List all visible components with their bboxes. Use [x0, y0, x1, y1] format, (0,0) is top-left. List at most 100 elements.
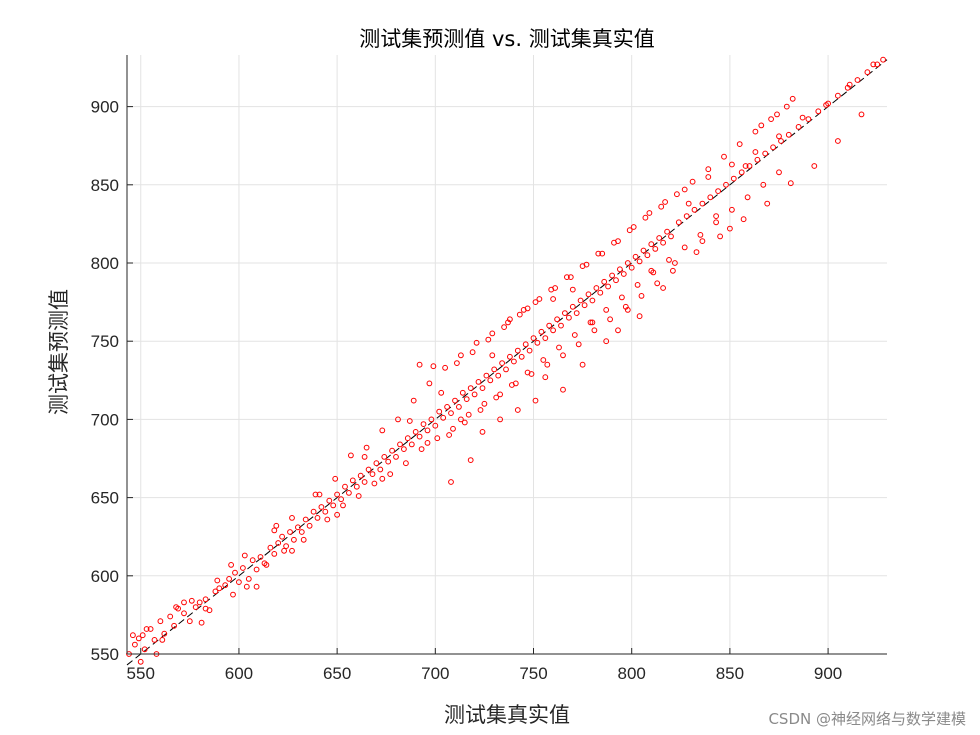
data-point: [426, 380, 433, 387]
data-point: [721, 153, 727, 160]
data-point: [316, 491, 323, 498]
data-point: [448, 479, 454, 485]
data-point: [799, 114, 806, 121]
data-point: [159, 637, 166, 643]
data-point: [240, 565, 246, 571]
data-point: [291, 536, 297, 543]
data-point: [461, 419, 468, 426]
data-point: [481, 400, 488, 407]
data-point: [534, 339, 541, 346]
data-point: [683, 213, 690, 220]
data-point: [636, 258, 643, 265]
data-point: [789, 95, 796, 102]
data-point: [617, 266, 623, 273]
data-point: [446, 432, 453, 438]
data-point: [776, 169, 782, 176]
data-point: [607, 316, 613, 323]
data-point: [589, 319, 596, 326]
watermark: CSDN @神经网络与数学建模: [768, 710, 966, 728]
data-point: [764, 200, 771, 207]
data-point: [137, 658, 144, 665]
data-point: [774, 111, 780, 118]
data-point: [139, 632, 146, 639]
data-point: [569, 286, 576, 293]
data-point: [469, 349, 476, 356]
data-point: [648, 241, 655, 248]
data-point: [456, 404, 462, 410]
data-point: [660, 239, 666, 246]
data-point: [257, 554, 264, 560]
y-axis-label: 测试集预测值: [47, 289, 71, 415]
data-point: [689, 178, 696, 185]
data-point: [275, 540, 282, 546]
data-point: [181, 599, 187, 606]
data-point: [222, 582, 229, 589]
data-point: [835, 138, 841, 144]
data-point: [428, 416, 435, 423]
data-point: [302, 516, 309, 523]
data-point: [730, 175, 737, 182]
data-point: [424, 427, 431, 434]
data-point: [310, 508, 317, 515]
data-point: [577, 297, 584, 304]
data-point: [634, 282, 641, 288]
data-point: [662, 199, 668, 205]
data-point: [141, 646, 148, 653]
data-point: [434, 435, 441, 442]
data-point: [715, 188, 721, 195]
data-point: [550, 296, 556, 302]
data-point: [450, 425, 456, 432]
data-point: [167, 613, 174, 620]
x-tick-label: 650: [323, 664, 351, 683]
data-point: [707, 194, 714, 201]
data-point: [770, 144, 776, 151]
data-point: [783, 103, 790, 110]
data-point: [444, 404, 451, 410]
data-point: [518, 353, 525, 360]
data-point: [522, 341, 529, 348]
data-point: [289, 547, 295, 554]
data-point: [202, 605, 209, 612]
data-point: [642, 214, 649, 221]
data-point: [241, 552, 248, 559]
data-point: [348, 452, 354, 459]
data-point: [226, 576, 233, 582]
data-point: [514, 347, 521, 354]
data-point: [567, 274, 574, 281]
data-point: [644, 252, 651, 259]
data-point: [379, 475, 386, 482]
data-point: [858, 111, 865, 118]
data-point: [656, 235, 663, 241]
data-point: [188, 597, 195, 604]
data-point: [615, 327, 621, 334]
data-point: [579, 263, 586, 270]
data-point: [672, 260, 678, 266]
data-point: [485, 336, 492, 343]
data-point: [477, 407, 484, 413]
data-point: [387, 471, 394, 478]
data-point: [685, 200, 692, 207]
data-point: [599, 250, 606, 257]
data-point: [546, 322, 553, 329]
data-point: [558, 322, 564, 329]
x-tick-label: 750: [519, 664, 547, 683]
x-tick-label: 900: [814, 664, 842, 683]
data-point: [581, 302, 588, 309]
data-point: [404, 435, 411, 442]
data-point: [652, 246, 659, 252]
data-points: [126, 56, 886, 665]
data-point: [564, 274, 570, 281]
data-point: [216, 585, 223, 592]
data-point: [668, 233, 674, 240]
data-point: [263, 562, 270, 568]
data-point: [326, 497, 333, 504]
data-point: [674, 191, 680, 198]
data-point: [132, 641, 138, 648]
data-point: [318, 504, 325, 510]
data-point: [864, 69, 871, 76]
data-point: [752, 149, 759, 155]
data-point: [768, 116, 774, 122]
data-point: [754, 156, 761, 163]
data-point: [566, 314, 572, 321]
data-point: [338, 496, 345, 503]
